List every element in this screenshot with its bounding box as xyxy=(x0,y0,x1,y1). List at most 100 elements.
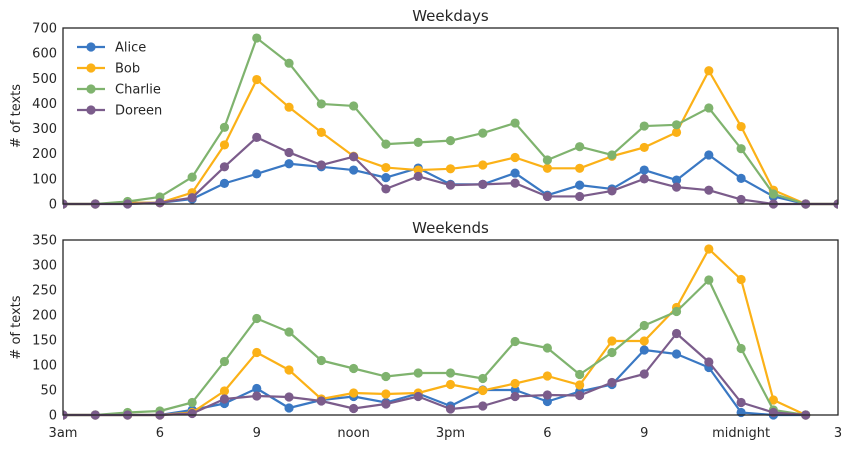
data-point xyxy=(445,404,456,414)
data-point xyxy=(575,390,585,401)
data-point xyxy=(252,347,262,358)
data-point xyxy=(607,377,617,388)
data-point xyxy=(510,336,520,347)
y-tick-label: 700 xyxy=(32,22,57,37)
y-tick-label: 0 xyxy=(49,409,57,424)
data-point xyxy=(510,391,520,402)
data-point xyxy=(704,66,714,76)
data-point xyxy=(413,171,423,181)
x-tick-label: 9 xyxy=(640,426,648,441)
data-point xyxy=(252,132,262,142)
x-tick-label: 3 xyxy=(834,426,842,441)
data-point xyxy=(413,137,423,147)
data-point xyxy=(575,163,585,173)
data-point xyxy=(478,128,488,138)
x-tick-label: 6 xyxy=(543,426,551,441)
data-point xyxy=(607,186,617,196)
data-point xyxy=(478,401,488,411)
legend-label: Bob xyxy=(115,62,140,77)
data-point xyxy=(252,313,262,324)
data-point xyxy=(639,121,649,131)
data-point xyxy=(768,189,779,199)
legend-label: Charlie xyxy=(115,83,161,98)
data-point xyxy=(510,178,520,188)
data-point xyxy=(542,371,552,381)
chart-title: Weekdays xyxy=(412,7,489,25)
series-line xyxy=(63,348,806,417)
data-point xyxy=(252,383,262,394)
y-tick-label: 50 xyxy=(40,384,57,399)
data-point xyxy=(607,336,617,346)
data-point xyxy=(704,244,714,254)
y-tick-label: 600 xyxy=(32,47,57,62)
data-point xyxy=(639,142,649,153)
data-point xyxy=(187,397,197,408)
data-point xyxy=(413,165,423,175)
y-tick-label: 200 xyxy=(32,147,57,162)
legend: Alice Bob Charlie Doreen xyxy=(77,41,162,119)
data-point xyxy=(284,403,294,413)
data-point xyxy=(478,385,488,396)
data-point xyxy=(542,155,552,165)
legend-item: Charlie xyxy=(77,83,161,98)
legend-item: Doreen xyxy=(77,104,162,119)
data-point xyxy=(284,159,294,169)
data-point xyxy=(639,320,649,331)
y-tick-label: 150 xyxy=(32,334,57,349)
legend-item: Bob xyxy=(77,62,140,77)
data-point xyxy=(575,369,585,380)
data-point xyxy=(542,191,552,202)
data-point xyxy=(768,407,779,418)
data-point xyxy=(704,150,714,160)
data-point xyxy=(478,373,488,384)
data-point xyxy=(478,179,488,189)
data-point xyxy=(510,378,520,389)
data-point xyxy=(575,191,585,202)
data-point xyxy=(187,193,197,203)
data-point xyxy=(704,275,714,285)
data-point xyxy=(510,385,520,395)
series-doreen xyxy=(63,328,811,420)
series-line xyxy=(63,278,806,417)
data-point xyxy=(187,408,197,419)
y-tick-label: 300 xyxy=(32,122,57,137)
data-point xyxy=(639,336,649,346)
y-axis-label: # of texts xyxy=(9,295,24,359)
data-point xyxy=(349,388,359,398)
legend-marker xyxy=(86,105,96,115)
data-point xyxy=(316,355,326,366)
x-tick-label: 3am xyxy=(49,426,78,441)
legend-marker xyxy=(86,84,96,94)
data-point xyxy=(381,139,391,149)
y-axis-label: # of texts xyxy=(9,84,24,148)
data-point xyxy=(736,194,746,205)
data-point xyxy=(575,142,585,152)
data-point xyxy=(607,347,617,358)
data-point xyxy=(542,396,552,407)
data-point xyxy=(316,396,326,406)
data-point xyxy=(155,198,165,208)
data-point xyxy=(639,369,649,379)
data-point xyxy=(413,368,423,378)
data-point xyxy=(284,147,294,158)
series-bob xyxy=(63,244,811,420)
legend-marker xyxy=(86,63,96,73)
data-point xyxy=(284,365,294,375)
data-point xyxy=(219,178,230,188)
data-point xyxy=(316,99,326,109)
data-point xyxy=(316,127,326,137)
data-point xyxy=(704,357,714,367)
data-point xyxy=(510,152,520,163)
data-point xyxy=(575,180,585,190)
x-tick-label: midnight xyxy=(712,426,770,441)
data-point xyxy=(381,371,391,382)
data-point xyxy=(671,175,682,185)
data-point xyxy=(219,162,230,172)
x-tick-label: 3pm xyxy=(436,426,465,441)
data-point xyxy=(349,363,359,374)
data-point xyxy=(607,150,617,160)
data-point xyxy=(736,121,746,132)
plot-area xyxy=(63,244,811,420)
data-point xyxy=(736,407,746,418)
